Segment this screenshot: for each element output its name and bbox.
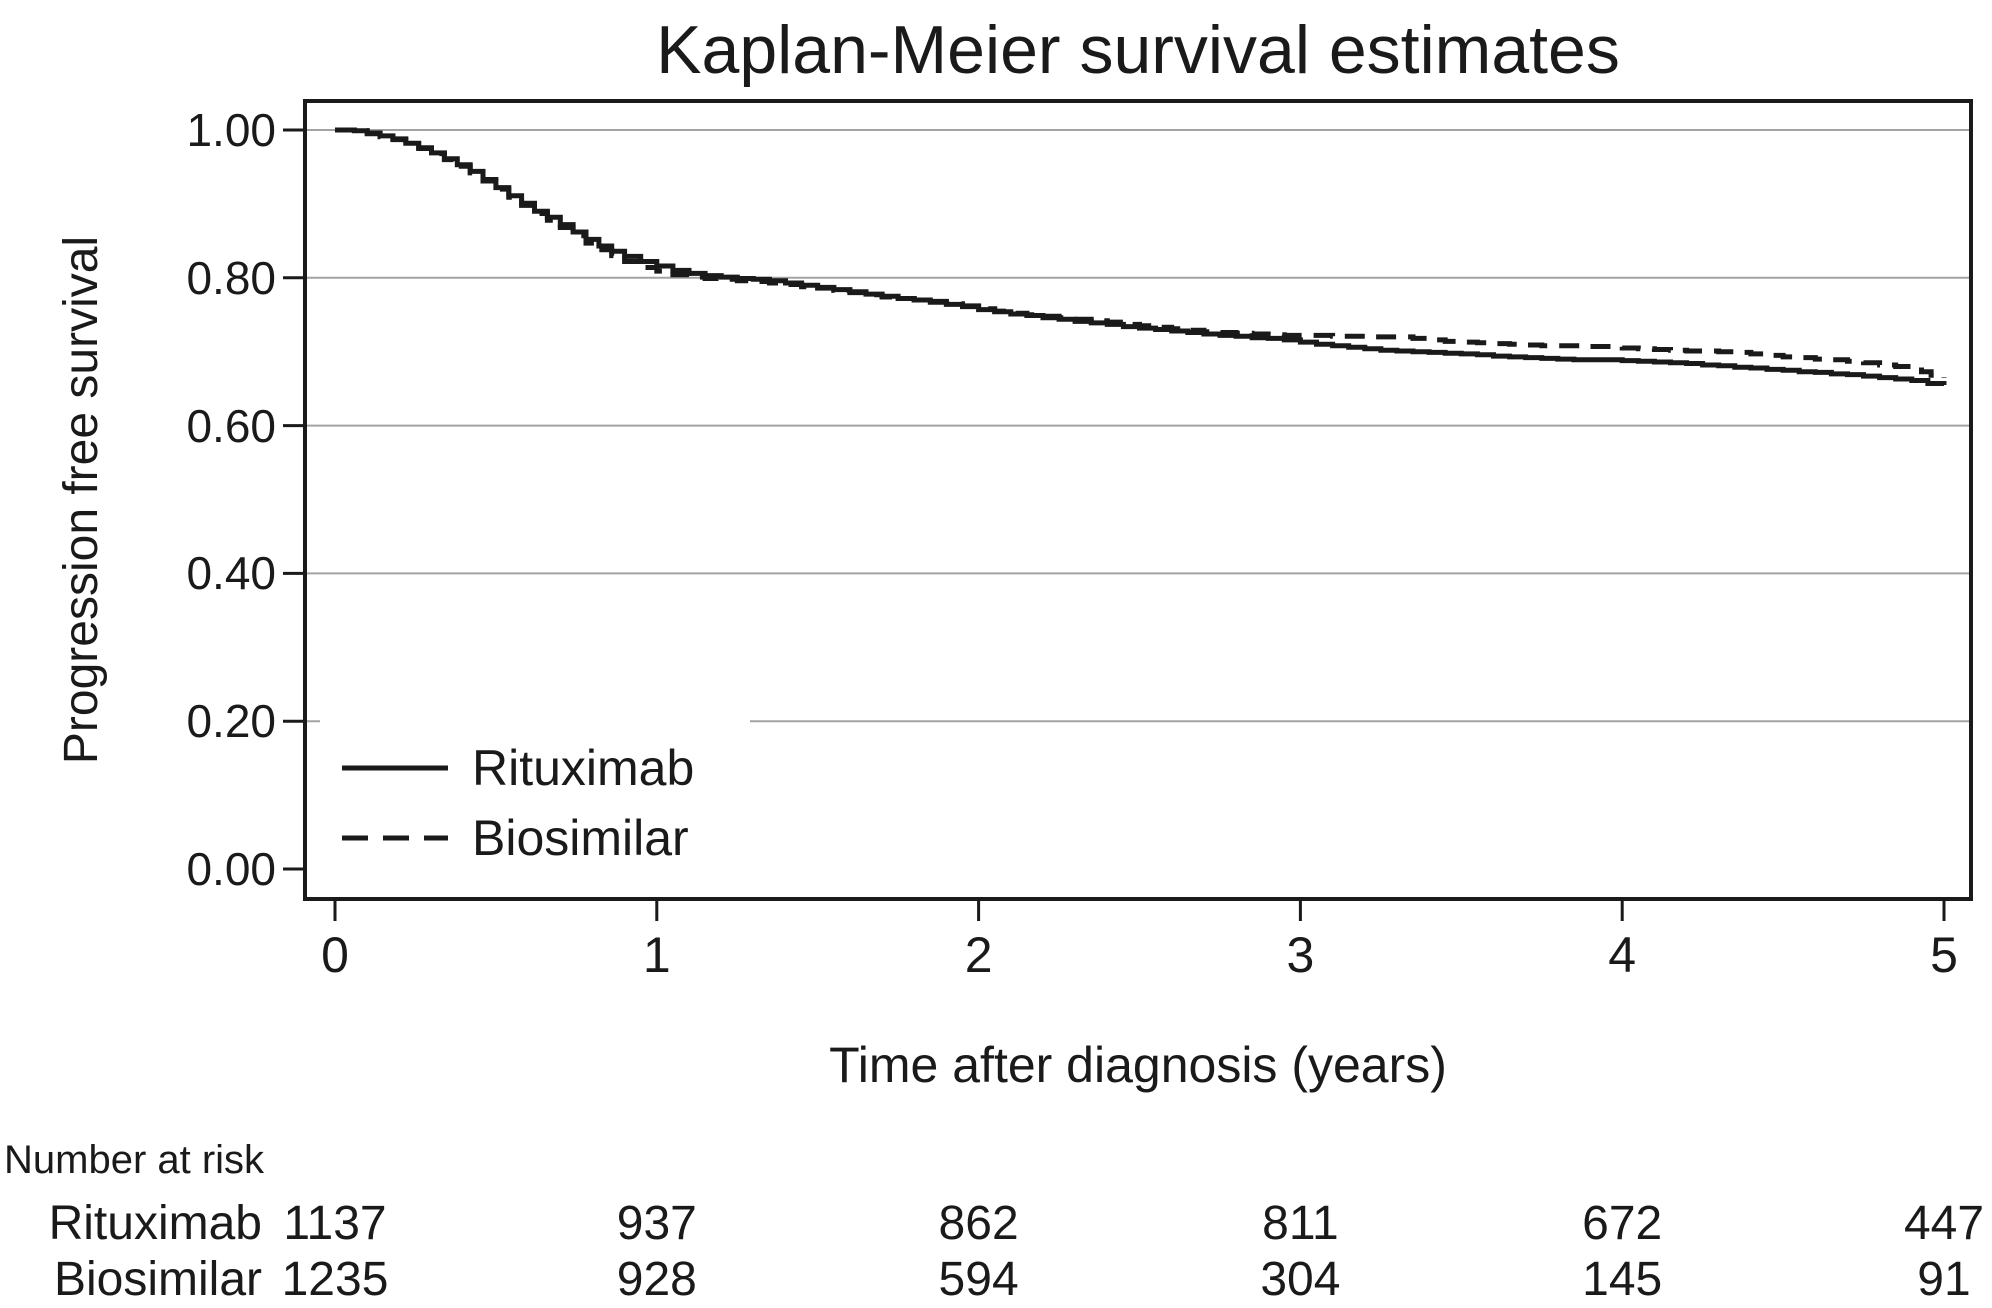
x-tick-label-3: 3 [1286, 927, 1315, 983]
risk-count-rituximab-year-2: 862 [938, 1197, 1019, 1250]
risk-count-rituximab-year-1: 937 [616, 1197, 697, 1250]
risk-count-rituximab-year-3: 811 [1262, 1197, 1339, 1250]
risk-count-biosimilar-year-5: 91 [1917, 1253, 1971, 1306]
x-tick-label-1: 1 [642, 927, 671, 983]
legend [320, 712, 750, 872]
chart-title: Kaplan-Meier survival estimates [656, 12, 1620, 88]
y-tick-label-0.80: 0.80 [186, 251, 276, 304]
legend-label-biosimilar: Biosimilar [472, 810, 689, 866]
x-tick-label-0: 0 [321, 927, 349, 983]
x-axis-title: Time after diagnosis (years) [829, 1037, 1447, 1093]
legend-rituximab-line-icon [342, 765, 448, 771]
risk-count-rituximab-year-0: 1137 [283, 1197, 387, 1250]
rituximab-curve [335, 127, 1947, 386]
plot-frame [303, 99, 1973, 901]
x-tick-label-4: 4 [1608, 927, 1637, 983]
legend-label-rituximab: Rituximab [472, 740, 695, 796]
y-axis-title: Progression free survival [55, 235, 108, 765]
risk-count-biosimilar-year-2: 594 [938, 1253, 1019, 1306]
y-tick-label-0.40: 0.40 [186, 547, 276, 600]
biosimilar-curve [335, 127, 1947, 378]
risk-count-rituximab-year-5: 447 [1903, 1197, 1985, 1250]
risk-row-label-biosimilar: Biosimilar [53, 1253, 262, 1306]
y-tick-label-0.60: 0.60 [186, 399, 276, 452]
risk-table-heading: Number at risk [4, 1138, 265, 1182]
x-tick-label-2: 2 [964, 927, 993, 983]
risk-count-rituximab-year-4: 672 [1582, 1197, 1663, 1250]
x-tick-label-5: 5 [1930, 927, 1958, 983]
risk-count-biosimilar-year-0: 1235 [281, 1253, 389, 1306]
risk-count-biosimilar-year-4: 145 [1582, 1253, 1663, 1306]
y-tick-label-0.20: 0.20 [186, 695, 276, 748]
y-tick-label-0.00: 0.00 [186, 843, 276, 895]
risk-row-label-rituximab: Rituximab [48, 1197, 262, 1250]
risk-count-biosimilar-year-3: 304 [1260, 1253, 1341, 1306]
risk-count-biosimilar-year-1: 928 [616, 1253, 697, 1306]
legend-biosimilar-line-icon [342, 835, 448, 841]
y-tick-label-1.00: 1.00 [186, 104, 276, 156]
